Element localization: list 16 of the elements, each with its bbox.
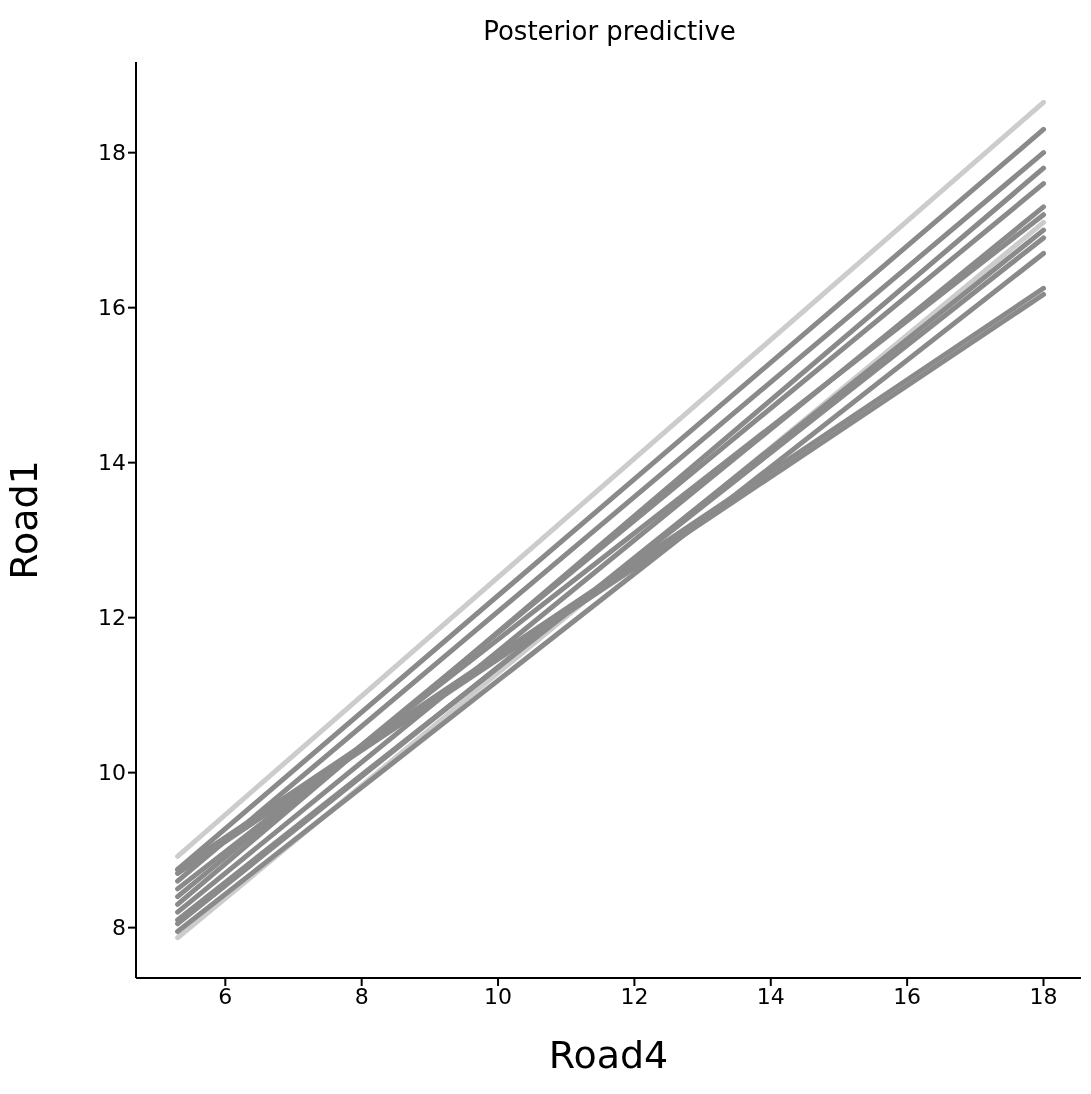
chart-title: Posterior predictive xyxy=(482,16,737,46)
x-tick-label: 18 xyxy=(1029,983,1058,1009)
y-tick-label: 10 xyxy=(98,760,126,786)
x-tick-label: 16 xyxy=(893,983,922,1009)
x-tick-label: 8 xyxy=(354,983,369,1009)
x-axis-title: Road4 xyxy=(548,1033,669,1077)
y-tick-label: 8 xyxy=(112,915,126,941)
y-tick-label: 12 xyxy=(98,605,126,631)
y-axis-title: Road1 xyxy=(2,460,47,580)
x-tick-label: 12 xyxy=(620,983,649,1009)
x-tick-label: 6 xyxy=(218,983,233,1009)
y-tick-label: 16 xyxy=(98,295,126,321)
x-tick-label: 10 xyxy=(484,983,513,1009)
y-tick-label: 18 xyxy=(98,140,126,166)
x-tick-label: 14 xyxy=(756,983,785,1009)
y-tick-label: 14 xyxy=(98,450,126,476)
